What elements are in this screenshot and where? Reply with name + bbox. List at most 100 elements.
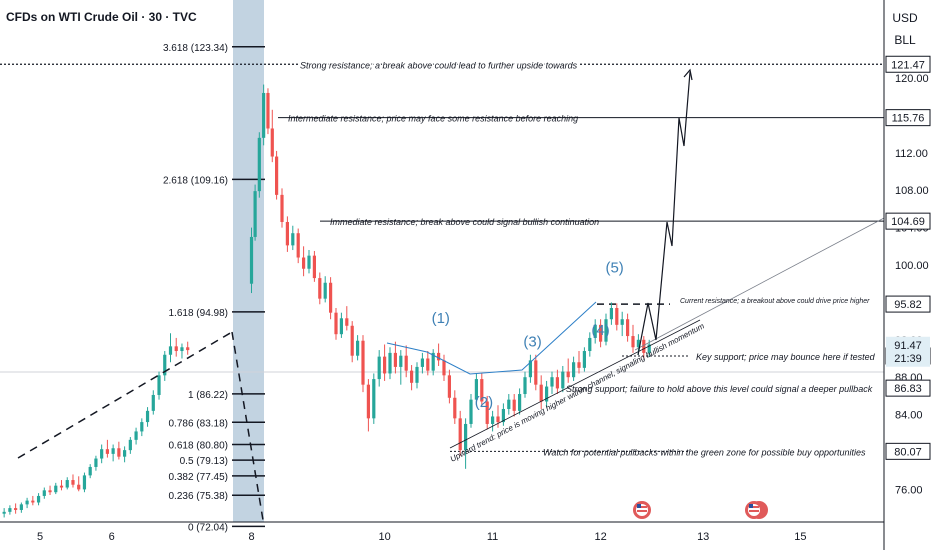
candle xyxy=(588,332,592,357)
y-tick-label: 76.00 xyxy=(895,484,923,496)
candle xyxy=(117,441,121,460)
svg-text:80.07: 80.07 xyxy=(894,446,922,458)
candle xyxy=(453,390,457,424)
level-annotation: Key support; price may bounce here if te… xyxy=(696,352,876,362)
level-annotation: Strong support; failure to hold above th… xyxy=(566,384,873,394)
symbol-title: CFDs on WTI Crude Oil · 30 · TVC xyxy=(6,10,197,24)
y-tick-label: 108.00 xyxy=(895,185,929,197)
candle xyxy=(42,487,46,499)
candle xyxy=(512,394,516,417)
candle xyxy=(339,312,343,338)
candle xyxy=(82,472,87,493)
candle xyxy=(48,485,52,496)
candle xyxy=(577,351,581,374)
level-annotation: Immediate resistance; break above could … xyxy=(330,217,599,227)
dashed-trend-line xyxy=(231,331,264,521)
candle xyxy=(257,132,261,198)
candle xyxy=(134,427,138,445)
candle xyxy=(464,418,468,469)
candle xyxy=(180,343,184,359)
candle xyxy=(599,319,603,348)
candle xyxy=(469,394,473,428)
candle xyxy=(539,375,543,409)
x-tick-label: 10 xyxy=(378,531,390,543)
x-tick-label: 12 xyxy=(594,531,606,543)
currency-button[interactable]: USD xyxy=(885,6,925,30)
elliott-wave-path xyxy=(386,301,597,375)
candle xyxy=(642,336,646,359)
candle xyxy=(420,352,424,374)
candle xyxy=(2,508,6,518)
svg-text:121.47: 121.47 xyxy=(891,59,925,71)
level-annotation: Strong resistance; a break above could l… xyxy=(300,60,578,70)
candle xyxy=(270,109,274,163)
candle xyxy=(593,319,597,344)
fib-level-label: 3.618 (123.34) xyxy=(163,43,228,54)
candle xyxy=(372,373,376,424)
candle xyxy=(507,394,511,415)
channel-line xyxy=(634,217,885,351)
candle xyxy=(631,324,635,353)
candle xyxy=(59,480,64,491)
fib-level-label: 1 (86.22) xyxy=(188,390,228,401)
candle xyxy=(523,371,527,398)
candle xyxy=(350,321,354,363)
candle xyxy=(111,444,115,462)
candle xyxy=(105,439,109,458)
candle xyxy=(323,276,327,303)
candle xyxy=(266,88,270,135)
fib-level-label: 0.618 (80.80) xyxy=(169,441,229,452)
candle xyxy=(609,302,613,325)
candle xyxy=(447,369,451,404)
fib-level-label: 0.786 (83.18) xyxy=(169,418,229,429)
candle xyxy=(128,437,132,454)
candle xyxy=(25,497,29,509)
candle xyxy=(71,474,75,488)
fib-level-label: 1.618 (94.98) xyxy=(169,308,229,319)
candle xyxy=(545,380,549,408)
fib-level-label: 0.5 (79.13) xyxy=(180,456,228,467)
x-tick-label: 8 xyxy=(248,531,254,543)
candle xyxy=(262,84,266,146)
fib-level-label: 0 (72.04) xyxy=(188,522,228,533)
candle xyxy=(572,356,576,381)
candle xyxy=(442,354,446,381)
candle xyxy=(383,344,387,381)
candle xyxy=(186,341,190,355)
price-tag: 95.82 xyxy=(885,295,931,313)
candle xyxy=(620,311,624,337)
y-tick-label: 112.00 xyxy=(895,148,928,160)
wave-label: (1) xyxy=(432,310,450,327)
price-tag: 86.83 xyxy=(885,379,931,397)
candle xyxy=(14,503,18,514)
candle xyxy=(496,405,500,428)
x-tick-label: 15 xyxy=(794,531,806,543)
candle xyxy=(437,343,441,366)
us-event-flag-icon[interactable] xyxy=(745,501,768,519)
us-event-flag-icon[interactable] xyxy=(633,501,651,519)
svg-text:95.82: 95.82 xyxy=(894,299,922,311)
candle xyxy=(393,341,397,374)
y-tick-label: 120.00 xyxy=(895,73,929,85)
candle xyxy=(458,410,462,456)
level-annotation: Current resistance; a breakout above cou… xyxy=(680,298,870,305)
candle xyxy=(615,303,619,331)
scale-mode-button[interactable]: BLL xyxy=(885,28,925,52)
candle xyxy=(168,333,173,363)
x-tick-label: 13 xyxy=(697,531,709,543)
candle xyxy=(345,306,349,331)
candle xyxy=(329,277,333,320)
y-tick-label: 84.00 xyxy=(895,410,923,422)
candle xyxy=(285,216,289,252)
candle xyxy=(474,373,478,406)
price-tag: 115.76 xyxy=(885,109,931,127)
candle xyxy=(8,505,12,515)
time-highlight-band xyxy=(233,0,264,522)
candle xyxy=(291,225,295,251)
candle xyxy=(296,228,300,264)
candle xyxy=(163,351,167,381)
current-price-label: 91.47 xyxy=(894,340,922,352)
candle xyxy=(249,227,254,294)
price-tag: 80.07 xyxy=(885,442,931,460)
